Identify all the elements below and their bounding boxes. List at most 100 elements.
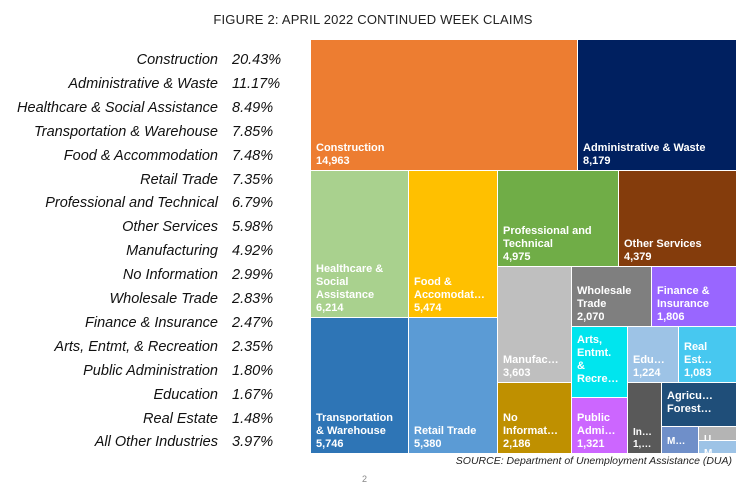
cell-label: Food & bbox=[414, 276, 452, 288]
cell-value: 5,746 bbox=[316, 438, 344, 450]
treemap-cell-food: Food &Accomodat…5,474 bbox=[409, 171, 497, 317]
legend-item: Construction 20.43% bbox=[0, 52, 290, 72]
legend-percent: 2.83% bbox=[232, 291, 274, 307]
legend-label: Arts, Entmt, & Recreation bbox=[54, 338, 218, 355]
cell-label: In… bbox=[633, 427, 652, 438]
legend-item: Healthcare & Social Assistance 8.49% bbox=[0, 100, 290, 120]
legend-percent: 7.48% bbox=[232, 147, 274, 164]
cell-label: Healthcare & bbox=[316, 263, 383, 275]
legend-label: No Information bbox=[122, 267, 218, 284]
treemap-cell-edu: Edu…1,224 bbox=[628, 327, 678, 382]
treemap-rect bbox=[628, 383, 661, 453]
cell-label: Social bbox=[316, 276, 348, 288]
cell-value: 2,070 bbox=[577, 311, 605, 323]
cell-label: Assistance bbox=[316, 289, 374, 301]
legend-percent: 6.79% bbox=[232, 195, 274, 212]
cell-label: Trade bbox=[577, 298, 606, 310]
treemap-rect bbox=[311, 318, 408, 453]
legend-percent: 3.97% bbox=[232, 434, 274, 451]
legend-item: Other Services 5.98% bbox=[0, 219, 290, 239]
treemap-rect bbox=[662, 427, 698, 453]
treemap-rect bbox=[572, 267, 651, 326]
cell-label: Agricu… bbox=[667, 390, 713, 402]
cell-label: Technical bbox=[503, 238, 553, 250]
cell-value: 3,603 bbox=[503, 367, 531, 379]
cell-label: M… bbox=[704, 448, 722, 459]
cell-value: 1,224 bbox=[633, 367, 661, 379]
treemap-cell-manuf: Manufac…3,603 bbox=[498, 267, 571, 382]
cell-label: M… bbox=[667, 436, 685, 447]
legend-item: Food & Accommodation 7.48% bbox=[0, 148, 290, 168]
cell-value: 14,963 bbox=[316, 155, 350, 167]
treemap-rect bbox=[498, 267, 571, 382]
cell-label: Accomodat… bbox=[414, 289, 485, 301]
cell-value: 8,179 bbox=[583, 155, 611, 167]
cell-label: & Warehouse bbox=[316, 425, 386, 437]
treemap-rect bbox=[572, 398, 627, 453]
legend-item: Administrative & Waste 11.17% bbox=[0, 76, 290, 96]
legend-item: Arts, Entmt, & Recreation 2.35% bbox=[0, 339, 290, 359]
cell-value: 5,380 bbox=[414, 438, 442, 450]
treemap-rect bbox=[572, 327, 627, 397]
cell-label: Est… bbox=[684, 354, 712, 366]
cell-label: Recre… bbox=[577, 373, 619, 385]
source-note: SOURCE: Department of Unemployment Assis… bbox=[455, 455, 732, 467]
legend-label: Other Services bbox=[122, 219, 218, 236]
legend-percent: 1.80% bbox=[232, 362, 274, 379]
legend-percent: 5.98% bbox=[232, 219, 274, 236]
cell-label: Retail Trade bbox=[414, 425, 476, 437]
legend-label: Public Administration bbox=[83, 362, 218, 379]
legend-item: Retail Trade 7.35% bbox=[0, 172, 290, 192]
treemap-cell-misc3: M… bbox=[699, 441, 736, 459]
legend-percent: 2.99% bbox=[232, 267, 274, 284]
legend-percent: 1.48% bbox=[232, 410, 274, 427]
legend-label: Administrative & Waste bbox=[68, 75, 218, 92]
legend-label: Construction bbox=[136, 52, 218, 68]
cell-value: 1,083 bbox=[684, 367, 712, 379]
treemap-rect bbox=[409, 171, 497, 317]
cell-label: Wholesale bbox=[577, 285, 631, 297]
treemap-rect bbox=[628, 327, 678, 382]
cell-label: Entmt. bbox=[577, 347, 611, 359]
treemap-rect bbox=[311, 40, 577, 170]
legend-percent: 2.35% bbox=[232, 338, 274, 355]
legend-label: All Other Industries bbox=[94, 434, 218, 451]
treemap-rect bbox=[699, 441, 736, 453]
treemap-rect bbox=[311, 171, 408, 317]
cell-label: Informat… bbox=[503, 425, 558, 437]
legend-item: Public Administration 1.80% bbox=[0, 363, 290, 383]
legend-percent: 7.35% bbox=[232, 171, 274, 188]
treemap-cell-arts: Arts,Entmt.&Recre… bbox=[572, 327, 627, 397]
treemap-rect bbox=[409, 318, 497, 453]
cell-value: 1,806 bbox=[657, 311, 685, 323]
legend-label: Manufacturing bbox=[126, 243, 218, 260]
legend-label: Healthcare & Social Assistance bbox=[17, 99, 218, 116]
legend-label: Professional and Technical bbox=[45, 195, 218, 212]
legend-percent: 2.47% bbox=[232, 314, 274, 331]
legend-item: Finance & Insurance 2.47% bbox=[0, 315, 290, 335]
treemap-rect bbox=[619, 171, 736, 266]
cell-label: Real bbox=[684, 341, 707, 353]
treemap-cell-info: In…1,… bbox=[628, 383, 661, 453]
legend-item: Education 1.67% bbox=[0, 387, 290, 407]
cell-label: Insurance bbox=[657, 298, 709, 310]
cell-label: U… bbox=[704, 434, 721, 445]
legend-percent: 7.85% bbox=[232, 123, 274, 140]
treemap-rect bbox=[578, 40, 736, 170]
treemap-rect bbox=[679, 327, 736, 382]
legend-label: Retail Trade bbox=[140, 171, 218, 188]
treemap-rect bbox=[498, 383, 571, 453]
legend-label: Finance & Insurance bbox=[85, 314, 218, 331]
cell-label: Admi… bbox=[577, 425, 616, 437]
legend-item: Manufacturing 4.92% bbox=[0, 243, 290, 263]
